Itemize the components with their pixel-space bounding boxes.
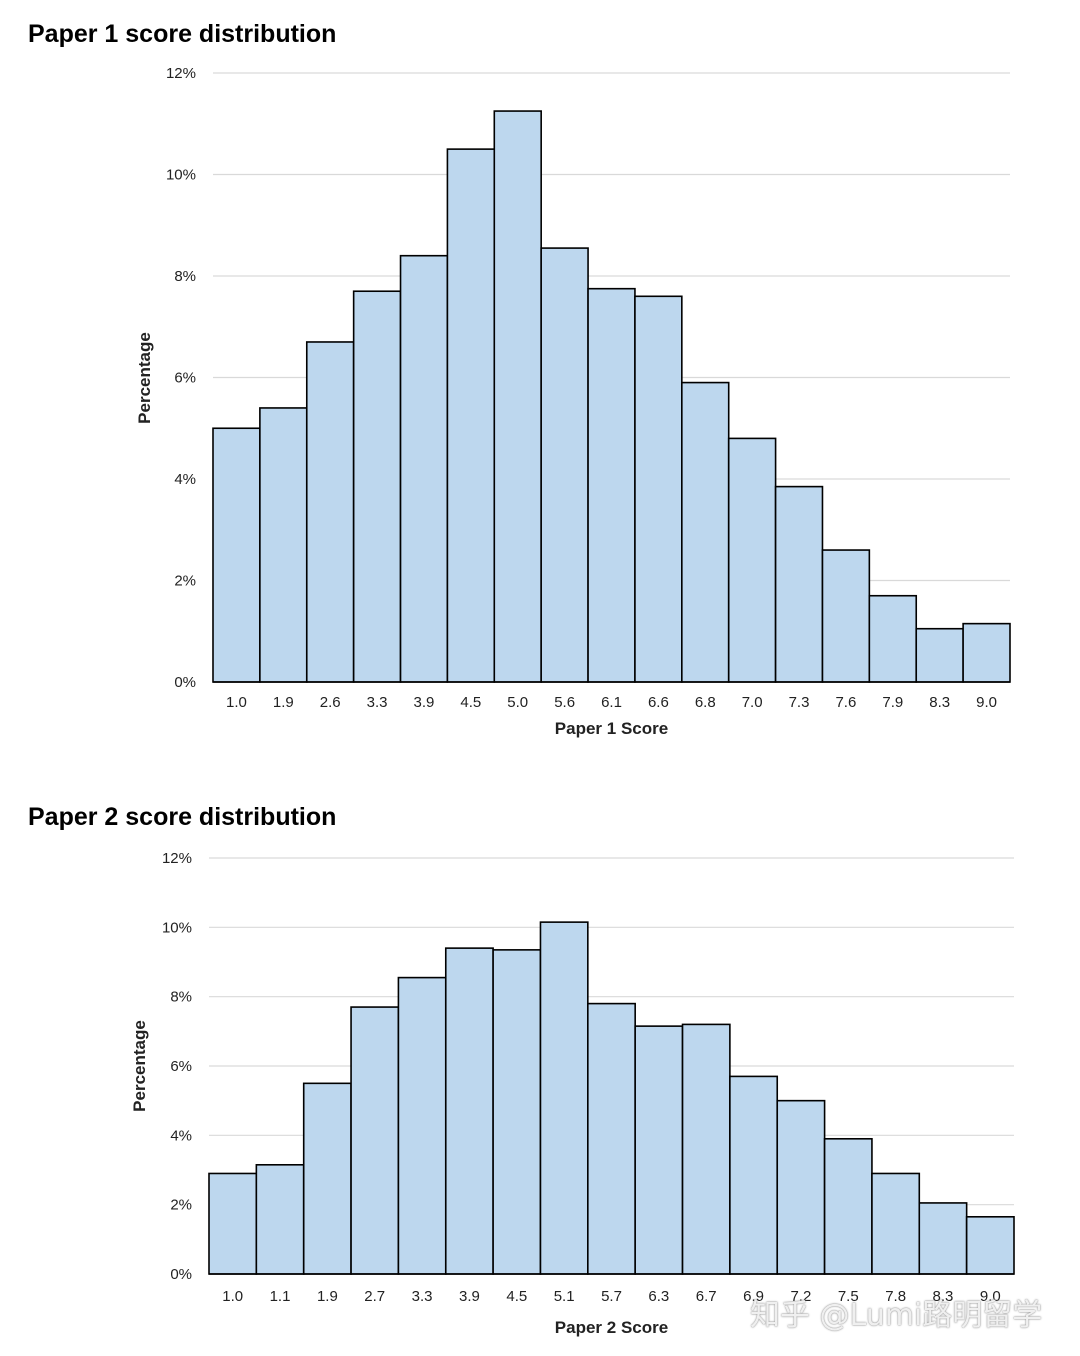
chart1-ytick-label: 4% xyxy=(174,471,196,488)
chart1-title: Paper 1 score distribution xyxy=(28,20,337,48)
chart2-ytick-label: 4% xyxy=(170,1127,192,1144)
chart2-xtick-label: 3.9 xyxy=(459,1288,480,1305)
chart1-bar xyxy=(774,485,824,683)
chart2-xtick-label: 2.7 xyxy=(364,1288,385,1305)
chart2-bar xyxy=(587,1002,636,1275)
chart1: 0% 2% 4% 6% 8% 10% 12% 1.0 1.9 2.6 3.3 3.9 4.5 5.0 5.6… xyxy=(135,65,1011,738)
chart2-xtick-label: 4.5 xyxy=(506,1288,527,1305)
chart2-xtick-label: 7.5 xyxy=(838,1288,859,1305)
chart1-bar xyxy=(634,295,683,683)
chart1-bar xyxy=(681,381,730,683)
chart1-bar xyxy=(587,287,636,683)
chart2-bar xyxy=(965,1215,1015,1275)
chart2-y-axis-title: Percentage xyxy=(130,1020,149,1112)
chart2-bar xyxy=(208,1172,258,1275)
chart1-xtick-label: 1.9 xyxy=(273,694,294,711)
chart2-bar xyxy=(492,949,542,1275)
chart1-bar xyxy=(399,254,449,683)
chart1-xtick-label: 4.5 xyxy=(460,694,481,711)
chart2-xtick-label: 3.3 xyxy=(412,1288,433,1305)
chart2-bar xyxy=(539,921,589,1275)
chart2-xtick-label: 1.1 xyxy=(270,1288,291,1305)
chart2-bar xyxy=(729,1075,779,1275)
chart1-xtick-label: 7.0 xyxy=(742,694,763,711)
chart1-ytick-label: 6% xyxy=(174,370,196,387)
chart2-title: Paper 2 score distribution xyxy=(28,803,337,831)
chart1-bar xyxy=(821,549,871,683)
chart2-xtick-label: 6.3 xyxy=(648,1288,669,1305)
chart2-ytick-label: 8% xyxy=(170,989,192,1006)
chart2-xtick-label: 5.7 xyxy=(601,1288,622,1305)
chart1-xtick-label: 7.3 xyxy=(789,694,810,711)
chart1-xtick-label: 5.0 xyxy=(507,694,528,711)
chart2-ytick-label: 12% xyxy=(162,850,192,867)
chart2: 0% 2% 4% 6% 8% 10% 12% 1.0 1.1 1.9 2.7 3.3 3.9 4.5 5.1… xyxy=(130,850,1015,1337)
chart2-bar xyxy=(397,976,447,1275)
chart2-xtick-label: 1.0 xyxy=(222,1288,243,1305)
chart2-bar xyxy=(918,1202,968,1275)
chart2-xtick-label: 5.1 xyxy=(554,1288,575,1305)
chart1-bar xyxy=(962,622,1011,683)
chart1-bar xyxy=(915,627,964,683)
chart2-xtick-label: 8.3 xyxy=(933,1288,954,1305)
chart2-bar xyxy=(634,1025,684,1275)
chart1-xtick-label: 6.1 xyxy=(601,694,622,711)
watermark: 知乎 @Lumi路明留学 xyxy=(750,1298,1043,1333)
chart2-xtick-label: 6.7 xyxy=(696,1288,717,1305)
chart1-bar xyxy=(446,148,496,683)
chart1-xtick-label: 1.0 xyxy=(226,694,247,711)
chart2-ytick-label: 0% xyxy=(170,1266,192,1283)
chart2-bar xyxy=(255,1163,305,1275)
chart1-xtick-label: 7.9 xyxy=(882,694,903,711)
chart2-bar xyxy=(823,1137,873,1275)
chart2-bar xyxy=(681,1023,731,1275)
chart1-xtick-label: 8.3 xyxy=(929,694,950,711)
chart2-xtick-label: 7.2 xyxy=(790,1288,811,1305)
chart2-xtick-label: 6.9 xyxy=(743,1288,764,1305)
chart1-bar xyxy=(305,341,355,683)
chart1-ytick-label: 12% xyxy=(166,65,196,82)
chart2-bar xyxy=(302,1082,352,1275)
chart1-bar xyxy=(727,437,777,683)
chart1-bar xyxy=(540,247,589,683)
chart2-bar xyxy=(871,1172,921,1275)
chart2-xtick-label: 1.9 xyxy=(317,1288,338,1305)
chart1-bar xyxy=(868,594,918,683)
chart1-xtick-label: 3.9 xyxy=(414,694,435,711)
chart1-bar xyxy=(259,407,308,683)
chart1-xtick-label: 9.0 xyxy=(976,694,997,711)
chart1-ytick-label: 0% xyxy=(174,674,196,691)
chart1-y-axis-title: Percentage xyxy=(135,332,154,424)
chart1-xtick-label: 5.6 xyxy=(554,694,575,711)
chart2-xtick-label: 7.8 xyxy=(885,1288,906,1305)
chart2-x-axis-title: Paper 2 Score xyxy=(555,1318,668,1337)
chart1-xtick-label: 6.6 xyxy=(648,694,669,711)
chart2-ytick-label: 10% xyxy=(162,919,192,936)
chart1-bar xyxy=(212,427,261,683)
chart1-xtick-label: 3.3 xyxy=(367,694,388,711)
chart2-xtick-label: 9.0 xyxy=(980,1288,1001,1305)
chart1-ytick-label: 10% xyxy=(166,167,196,184)
chart1-ytick-label: 2% xyxy=(174,573,196,590)
chart1-xtick-label: 6.8 xyxy=(695,694,716,711)
chart2-ytick-label: 6% xyxy=(170,1058,192,1075)
chart2-bar xyxy=(350,1006,400,1275)
chart2-bar xyxy=(776,1099,826,1275)
chart1-xtick-label: 2.6 xyxy=(320,694,341,711)
chart2-ytick-label: 2% xyxy=(170,1197,192,1214)
chart1-ytick-label: 8% xyxy=(174,268,196,285)
chart1-xtick-label: 7.6 xyxy=(835,694,856,711)
chart1-bar xyxy=(352,290,402,683)
chart2-bar xyxy=(444,947,494,1275)
chart1-bar xyxy=(493,110,542,683)
chart1-x-axis-title: Paper 1 Score xyxy=(555,719,668,738)
